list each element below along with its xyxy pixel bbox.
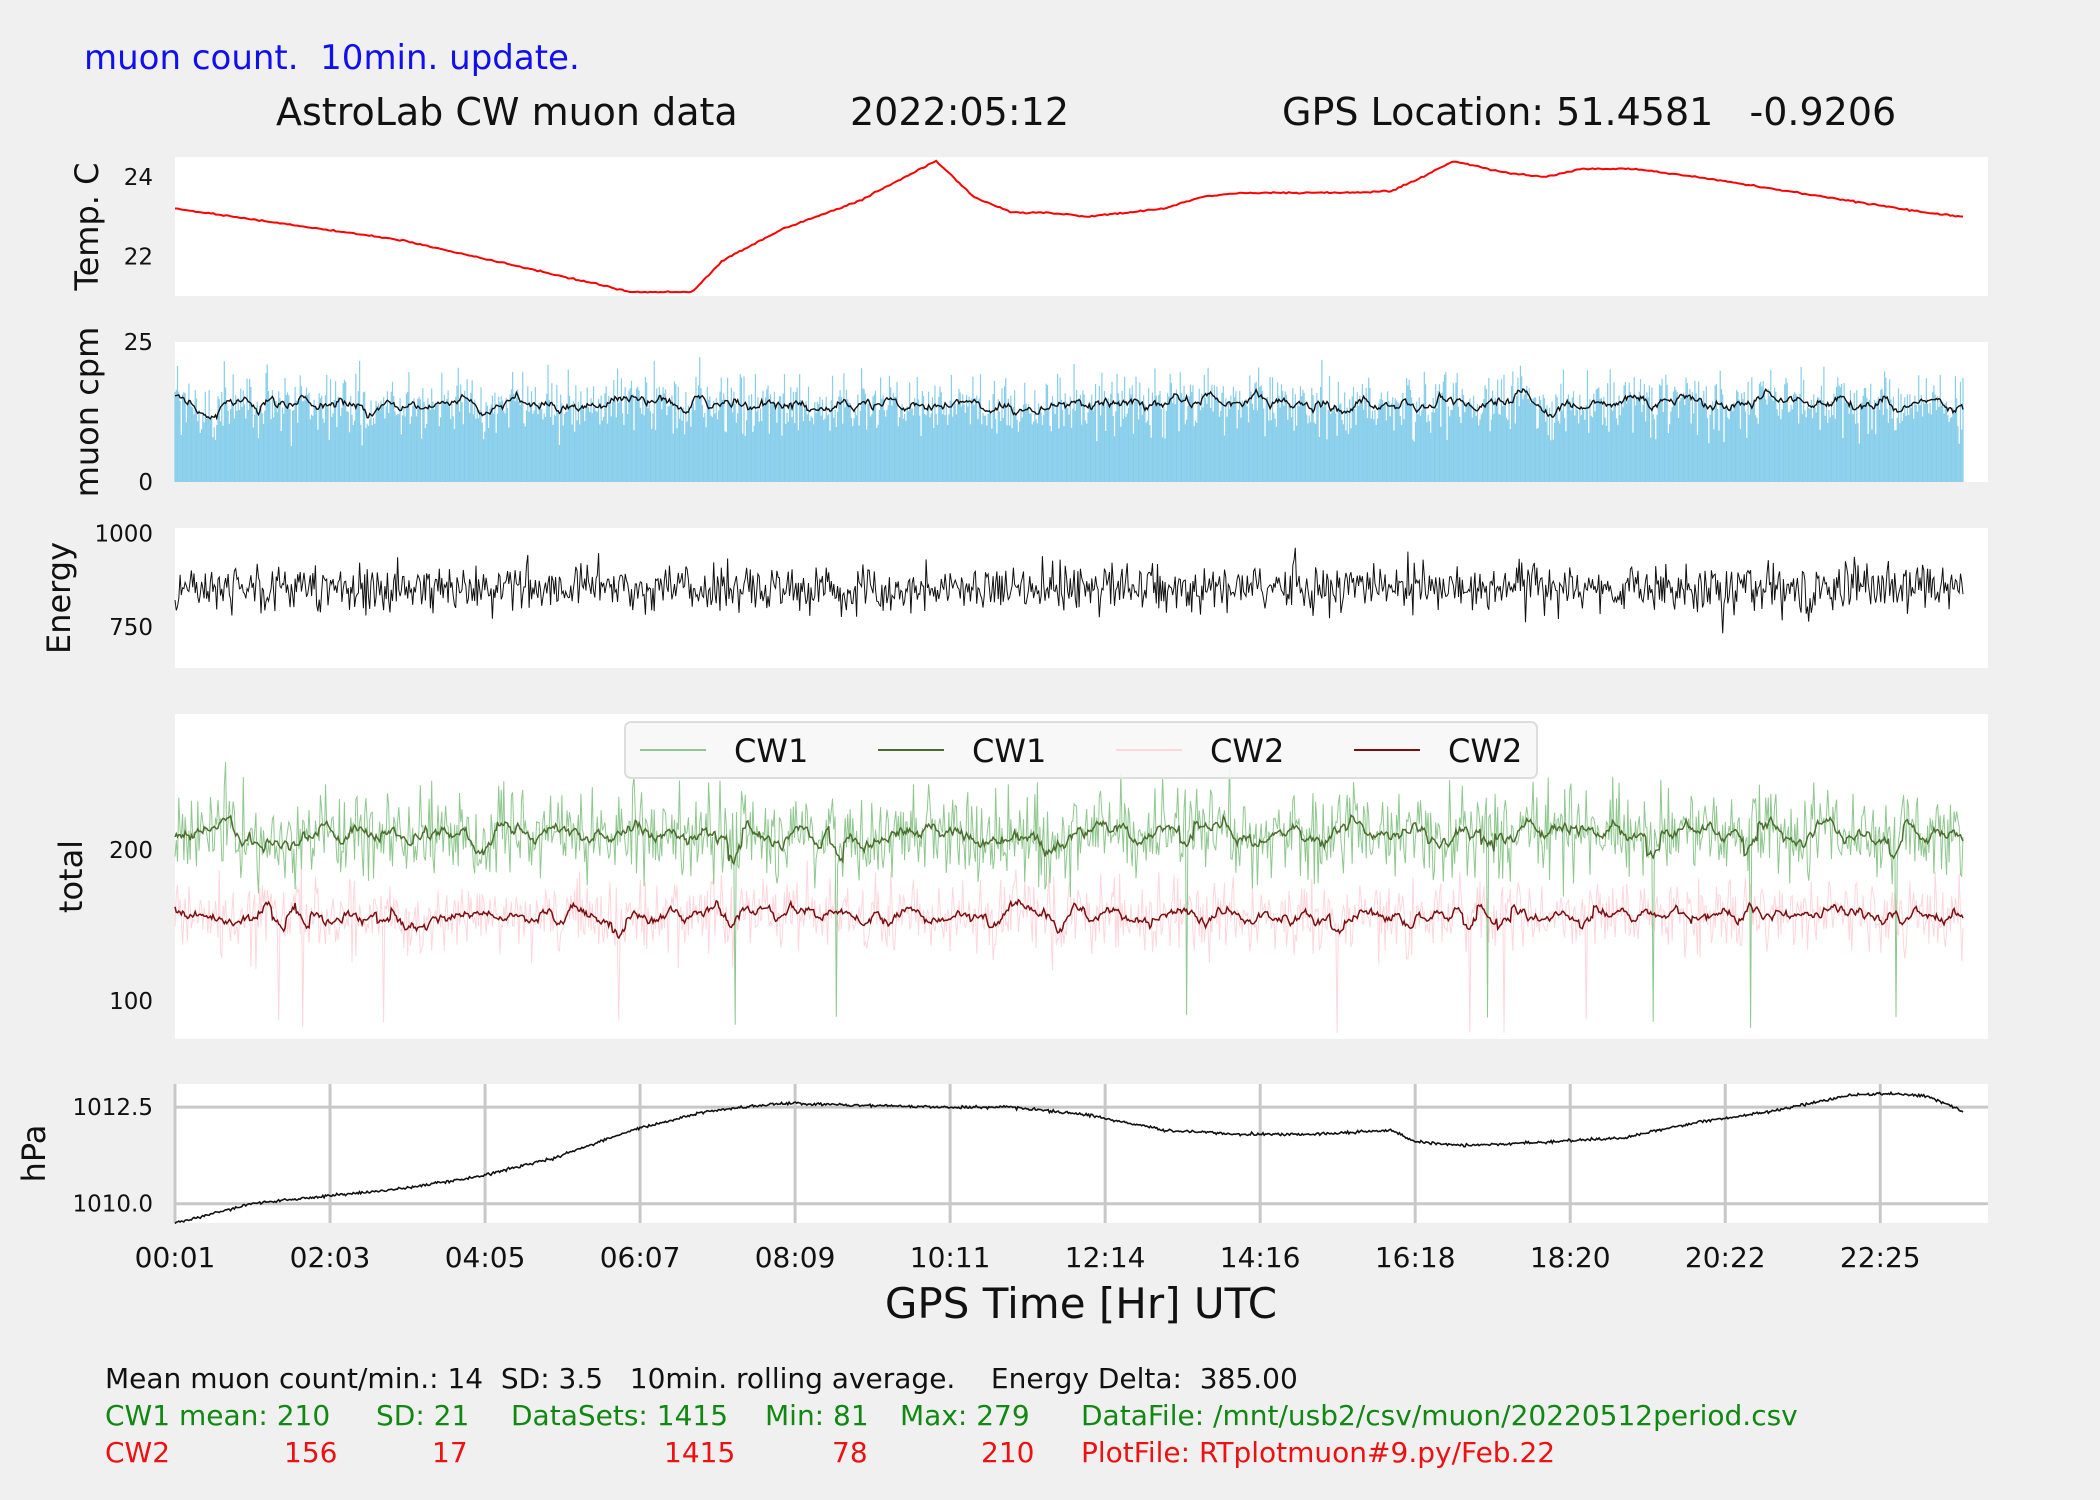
y-axis-label: Energy xyxy=(40,542,78,654)
pressure-series xyxy=(174,1090,1964,1225)
legend-label: CW2 xyxy=(1448,732,1522,770)
cw1-min: Min: 81 xyxy=(765,1399,869,1432)
energy-panel xyxy=(175,528,1988,668)
pressure-panel xyxy=(175,1084,1988,1223)
chart-date: 2022:05:12 xyxy=(850,90,1070,134)
y-tick-label: 25 xyxy=(124,330,153,356)
x-tick-label: 08:09 xyxy=(755,1241,836,1274)
cw2-name: CW2 xyxy=(105,1436,171,1469)
header-note: muon count. 10min. update. xyxy=(84,38,580,78)
x-tick-label: 04:05 xyxy=(445,1241,526,1274)
cw1-datafile: DataFile: /mnt/usb2/csv/muon/20220512per… xyxy=(1081,1399,1798,1432)
x-tick-label: 16:18 xyxy=(1375,1241,1456,1274)
x-tick-label: 10:11 xyxy=(910,1241,991,1274)
x-axis-title: GPS Time [Hr] UTC xyxy=(885,1279,1277,1328)
y-tick-label: 200 xyxy=(109,838,153,864)
x-tick-label: 18:20 xyxy=(1530,1241,1611,1274)
legend-box xyxy=(624,721,1538,779)
temperature-line xyxy=(175,159,1963,294)
energy-series xyxy=(174,547,1964,634)
x-tick-label: 12:14 xyxy=(1065,1241,1146,1274)
gps-location: GPS Location: 51.4581 -0.9206 xyxy=(1282,90,1897,134)
x-tick-label: 14:16 xyxy=(1220,1241,1301,1274)
y-tick-label: 1000 xyxy=(94,522,153,548)
total-series xyxy=(174,756,1964,1034)
y-tick-label: 0 xyxy=(138,470,153,496)
cw1-max: Max: 279 xyxy=(900,1399,1030,1432)
x-tick-label: 20:22 xyxy=(1685,1241,1766,1274)
y-tick-label: 24 xyxy=(124,165,153,191)
cw2-max: 210 xyxy=(981,1436,1035,1469)
cw2-rolling-line xyxy=(174,898,1964,940)
muon-bars xyxy=(174,357,1964,482)
y-tick-label: 22 xyxy=(124,244,153,270)
x-tick-label: 22:25 xyxy=(1840,1241,1921,1274)
footer-summary: Mean muon count/min.: 14 SD: 3.5 10min. … xyxy=(105,1362,1298,1395)
x-tick-label: 02:03 xyxy=(290,1241,371,1274)
cw2-datasets: 1415 xyxy=(664,1436,736,1469)
cw2-sd: 17 xyxy=(432,1436,468,1469)
pressure-grid xyxy=(173,1084,1988,1223)
cw2-mean: 156 xyxy=(284,1436,338,1469)
y-tick-label: 750 xyxy=(109,615,153,641)
temperature-series xyxy=(175,159,1963,294)
temperature-panel xyxy=(175,157,1988,296)
y-tick-label: 1010.0 xyxy=(73,1192,153,1218)
y-axis-label: Temp. C xyxy=(68,163,106,292)
cw2-raw-line xyxy=(174,860,1964,1034)
cw2-plotfile: PlotFile: RTplotmuon#9.py/Feb.22 xyxy=(1081,1436,1556,1469)
muon-series xyxy=(174,357,1964,482)
cw1-datasets: DataSets: 1415 xyxy=(511,1399,729,1432)
pressure-line xyxy=(174,1090,1964,1225)
cw2-min: 78 xyxy=(832,1436,868,1469)
muon-rolling-line xyxy=(174,387,1964,421)
legend-label: CW1 xyxy=(972,732,1046,770)
total-legend: CW1 CW1 CW2 CW2 xyxy=(624,721,1538,779)
y-axis-label: muon cpm xyxy=(68,327,106,498)
y-tick-labels: 22 24 0 25 750 1000 100 200 1010.0 1012.5 xyxy=(73,165,153,1218)
x-tick-labels: 00:01 02:03 04:05 06:07 08:09 10:11 12:14 14:16… xyxy=(135,1241,1921,1274)
cw1-raw-line xyxy=(174,756,1964,1028)
chart-title: AstroLab CW muon data xyxy=(276,90,738,134)
cw1-mean: CW1 mean: 210 xyxy=(105,1399,331,1432)
legend-label: CW2 xyxy=(1210,732,1284,770)
cw1-sd: SD: 21 xyxy=(376,1399,470,1432)
cw1-rolling-line xyxy=(174,813,1964,866)
energy-line xyxy=(174,547,1964,634)
y-axis-label: hPa xyxy=(15,1125,53,1183)
y-axis-labels: Temp. C muon cpm Energy total hPa xyxy=(15,163,106,1183)
legend-label: CW1 xyxy=(734,732,808,770)
y-tick-label: 100 xyxy=(109,989,153,1015)
y-axis-label: total xyxy=(52,840,90,913)
x-tick-label: 00:01 xyxy=(135,1241,216,1274)
x-tick-label: 06:07 xyxy=(600,1241,681,1274)
y-tick-label: 1012.5 xyxy=(73,1095,153,1121)
